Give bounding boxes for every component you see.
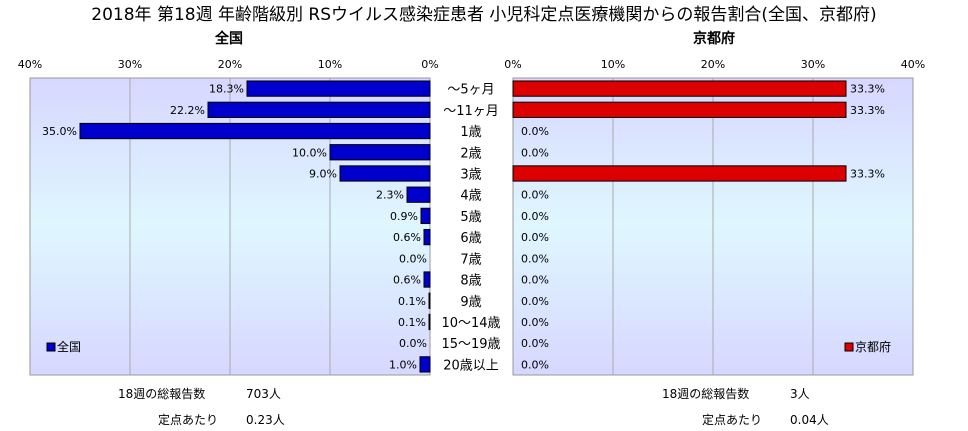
- national-data-label: 22.2%: [170, 104, 205, 117]
- national-data-label: 0.6%: [393, 231, 421, 244]
- category-label: 〜5ヶ月: [447, 83, 494, 98]
- category-label: 3歳: [460, 167, 481, 182]
- national-legend-label: 全国: [57, 339, 81, 354]
- kyoto-data-label: 33.3%: [850, 83, 885, 96]
- kyoto-per-value: 0.04人: [790, 413, 829, 427]
- kyoto-tick-label: 10%: [601, 58, 625, 71]
- category-label: 15〜19歳: [441, 337, 500, 352]
- national-bar: [207, 101, 431, 118]
- national-bar: [339, 165, 431, 182]
- category-label: 2歳: [460, 146, 481, 161]
- national-bar: [406, 186, 431, 203]
- national-tick-label: 20%: [218, 58, 242, 71]
- national-per-value: 0.23人: [246, 413, 285, 427]
- kyoto-bar: [512, 101, 847, 118]
- kyoto-legend-swatch: [844, 342, 854, 352]
- category-label: 6歳: [460, 231, 481, 246]
- kyoto-data-label: 0.0%: [521, 337, 549, 350]
- national-bar: [423, 271, 431, 288]
- kyoto-data-label: 33.3%: [850, 104, 885, 117]
- kyoto-data-label: 33.3%: [850, 167, 885, 180]
- category-label: 7歳: [460, 252, 481, 267]
- kyoto-data-label: 0.0%: [521, 210, 549, 223]
- kyoto-data-label: 0.0%: [521, 125, 549, 138]
- national-total-value: 703人: [246, 387, 281, 401]
- national-bar: [420, 207, 431, 225]
- category-label: 10〜14歳: [441, 316, 500, 331]
- kyoto-tick-label: 20%: [701, 58, 725, 71]
- national-data-label: 0.0%: [399, 252, 427, 265]
- national-data-label: 0.1%: [398, 316, 426, 329]
- category-label: 20歳以上: [443, 358, 499, 373]
- national-data-label: 18.3%: [209, 83, 244, 96]
- kyoto-tick-label: 30%: [801, 58, 825, 71]
- kyoto-bar: [512, 165, 847, 182]
- national-data-label: 1.0%: [389, 358, 417, 371]
- national-tick-label: 40%: [18, 58, 42, 71]
- national-tick-label: 10%: [318, 58, 342, 71]
- national-bar: [246, 80, 431, 97]
- national-legend-swatch: [46, 342, 56, 352]
- kyoto-data-label: 0.0%: [521, 252, 549, 265]
- category-label: 1歳: [460, 125, 481, 140]
- kyoto-data-label: 0.0%: [521, 316, 549, 329]
- kyoto-total-value: 3人: [790, 387, 810, 401]
- national-data-label: 10.0%: [292, 146, 327, 159]
- category-label: 8歳: [460, 274, 481, 289]
- kyoto-bar: [512, 80, 847, 97]
- national-tick-label: 0%: [421, 58, 438, 71]
- kyoto-chart: 0% 10% 20% 30% 40% 33.3% 33.3% 0.0% 0.0% 33.3% 0.0…: [504, 58, 925, 376]
- national-data-label: 9.0%: [309, 167, 337, 180]
- national-total-label: 18週の総報告数: [118, 387, 206, 401]
- kyoto-tick-label: 40%: [901, 58, 925, 71]
- kyoto-total-label: 18週の総報告数: [662, 387, 750, 401]
- national-bar: [329, 144, 431, 161]
- national-data-label: 0.0%: [399, 337, 427, 350]
- national-tick-label: 30%: [118, 58, 142, 71]
- kyoto-legend-label: 京都府: [855, 339, 891, 354]
- kyoto-data-label: 0.0%: [521, 146, 549, 159]
- kyoto-per-label: 定点あたり: [702, 413, 763, 427]
- category-label: 9歳: [460, 295, 481, 310]
- national-bar: [428, 313, 431, 331]
- category-label: 5歳: [460, 210, 481, 225]
- national-chart: 40% 30% 20% 10% 0% 18.3% 22.2% 35.0% 10.0% 9.0% 2.…: [18, 58, 439, 376]
- national-per-label: 定点あたり: [158, 413, 219, 427]
- category-label: 〜11ヶ月: [443, 104, 499, 119]
- national-bar: [419, 356, 431, 373]
- kyoto-data-label: 0.0%: [521, 231, 549, 244]
- national-bar: [79, 122, 431, 140]
- kyoto-data-label: 0.0%: [521, 274, 549, 287]
- kyoto-data-label: 0.0%: [521, 295, 549, 308]
- national-bar: [428, 292, 431, 309]
- category-label: 4歳: [460, 189, 481, 204]
- kyoto-data-label: 0.0%: [521, 189, 549, 202]
- chart-title: 2018年 第18週 年齢階級別 RSウイルス感染症患者 小児科定点医療機関から…: [91, 5, 877, 25]
- national-data-label: 0.6%: [393, 274, 421, 287]
- national-data-label: 35.0%: [42, 125, 77, 138]
- national-data-label: 0.1%: [398, 295, 426, 308]
- national-panel-title: 全国: [215, 31, 243, 47]
- national-bar: [423, 228, 431, 246]
- kyoto-panel-title: 京都府: [693, 31, 735, 47]
- age-category-labels: 〜5ヶ月〜11ヶ月 1歳 2歳 3歳 4歳 5歳 6歳 7歳 8歳 9歳 10〜14歳 15〜19歳 2…: [441, 83, 500, 374]
- national-data-label: 0.9%: [390, 210, 418, 223]
- national-data-label: 2.3%: [376, 189, 404, 202]
- kyoto-data-label: 0.0%: [521, 358, 549, 371]
- kyoto-tick-label: 0%: [504, 58, 521, 71]
